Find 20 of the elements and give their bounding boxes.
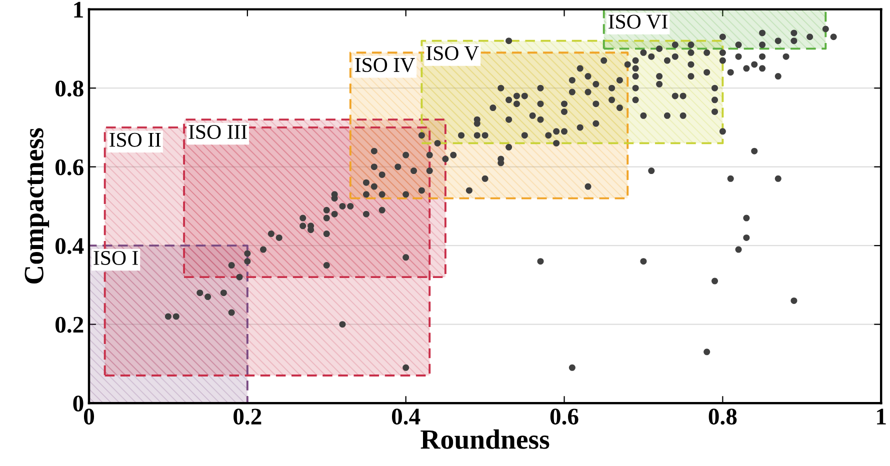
- y-tick-label: 1: [74, 2, 83, 18]
- x-tick-label: 1: [877, 408, 886, 424]
- series-label: ISO III: [188, 124, 247, 139]
- x-tick-label: 0.6: [550, 408, 578, 425]
- x-tick-label: 0.2: [234, 408, 262, 425]
- series-label: ISO I: [94, 250, 138, 265]
- series-label: ISO II: [110, 132, 161, 147]
- series-label: ISO VI: [608, 14, 668, 29]
- y-tick-label: 0.4: [56, 238, 84, 254]
- series-label: ISO V: [426, 46, 479, 60]
- y-tick-label: 0.2: [56, 316, 84, 333]
- x-tick-label: 0.4: [392, 408, 420, 425]
- y-tick-label: 0.8: [56, 80, 84, 97]
- x-axis-title: Roundness: [420, 429, 550, 449]
- x-tick-label: 0.8: [708, 408, 737, 425]
- y-tick-label: 0: [73, 396, 84, 412]
- y-tick-label: 0.6: [56, 159, 84, 176]
- x-tick-label: 0: [84, 408, 94, 425]
- y-axis-title: Compactness: [24, 128, 50, 284]
- series-label: ISO IV: [355, 58, 415, 72]
